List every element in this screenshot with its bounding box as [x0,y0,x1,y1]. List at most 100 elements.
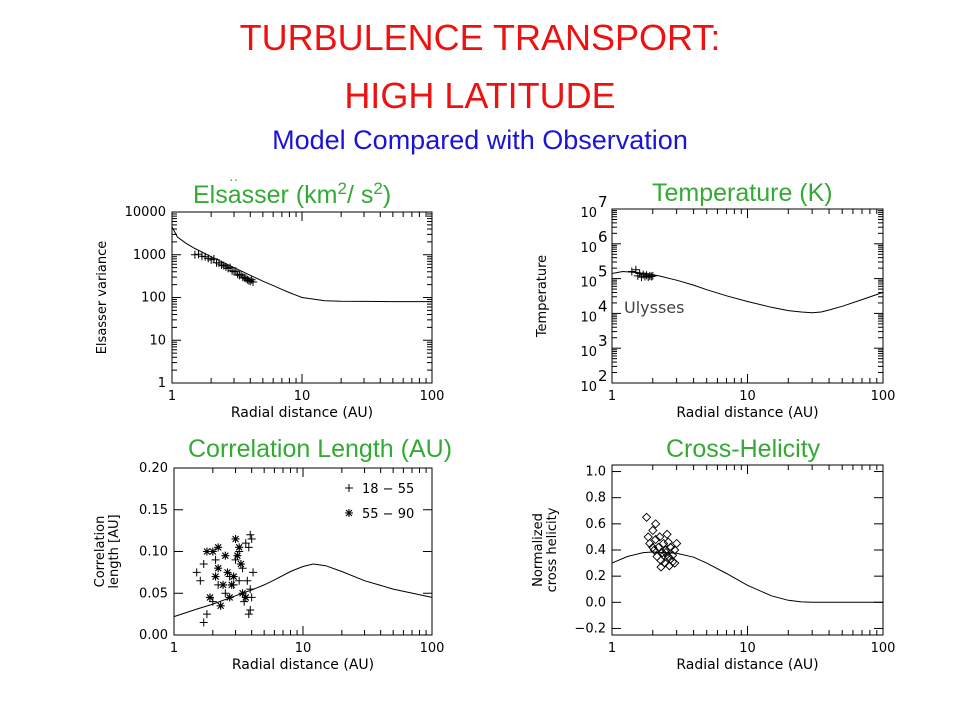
y-tick-label: 10 [580,310,597,325]
y-tick-label: 1 [158,376,166,391]
y-tick-label: 0.8 [585,491,606,506]
plus-marker [249,568,258,577]
x-tick-label: 1 [608,389,616,404]
plus-marker [202,610,211,619]
diamond-marker [662,529,672,539]
star-marker [214,564,223,573]
y-tick-exponent: 6 [598,228,608,246]
y-tick-label: 0.6 [585,517,606,532]
x-tick-label: 100 [871,389,896,404]
diamond-marker [648,542,658,553]
x-tick-label: 100 [871,641,896,656]
diamond-marker [667,557,678,567]
panel-title-elsasser: ·· Elsasser (km2/ s2) [193,171,392,209]
y-tick-label: 0.4 [585,543,606,558]
plus-marker [627,267,636,276]
plus-marker [247,534,256,543]
plus-marker [246,530,255,539]
legend-label: 18 − 55 [362,482,414,497]
model-curve [611,551,883,603]
plus-marker [235,271,244,280]
diamond-marker [657,547,667,558]
y-tick-label: 10 [580,345,597,360]
slide-title-line2: HIGH LATITUDE [344,75,616,116]
plus-marker [249,278,258,287]
plus-marker [226,263,235,272]
plus-marker [192,568,201,577]
plus-marker [233,270,242,279]
x-axis-label: Radial distance (AU) [676,657,818,673]
y-tick-label: 10 [580,241,597,256]
plus-marker [241,539,250,548]
star-marker [241,593,250,602]
star-marker [223,568,232,577]
panel-title-cross-helicity: Cross-Helicity [666,435,821,463]
star-marker [345,509,353,517]
y-tick-label: 10 [149,333,166,348]
y-axis-label: Temperature [535,255,550,338]
x-tick-label: 10 [739,389,756,404]
star-marker [236,560,245,569]
plus-marker [221,262,230,271]
star-marker [227,580,236,589]
x-tick-label: 1 [170,641,178,656]
x-tick-label: 100 [420,389,445,404]
plus-marker [642,271,651,280]
star-marker [208,547,217,556]
y-axis-label: Correlation [93,516,108,588]
umlaut-mark: ·· [229,171,239,187]
plus-marker [635,269,644,278]
model-curve [173,563,433,618]
y-tick-label: 10 [580,380,597,395]
y-tick-label: 0.10 [139,545,168,560]
y-tick-label: 10 [580,276,597,291]
y-axis-label: Normalized [531,513,546,587]
diamond-marker [651,519,661,529]
star-marker [235,543,244,552]
legend-label: 55 − 90 [362,507,414,522]
diamond-marker [658,538,669,549]
diamond-marker [643,532,653,542]
diamond-marker [670,545,680,555]
plot-frame [611,208,884,384]
y-tick-label: 0.00 [139,628,168,643]
diamond-marker [656,562,666,572]
x-tick-label: 1 [608,641,616,656]
plus-marker [639,270,648,279]
star-marker [231,534,240,543]
plus-marker [199,618,208,627]
star-marker [238,589,247,598]
y-tick-label: 0.20 [139,461,168,476]
y-tick-label: 100 [141,291,166,306]
star-marker [221,551,230,560]
chart-panel-1: 1 10 100 1 10 100 1000 10000 Radial distance (AU… [95,205,444,421]
x-axis-label: Radial distance (AU) [676,405,818,421]
plus-marker [345,484,353,492]
y-tick-label: −0.2 [574,621,606,636]
y-tick-exponent: 5 [598,263,608,281]
y-tick-exponent: 7 [598,193,608,211]
plus-marker [631,265,640,274]
chart-panel-4: 1 10 100 −0.2 0.0 0.2 0.4 0.6 0.8 1.0 Radial dista… [531,464,896,673]
plus-marker [246,585,255,594]
plus-marker [246,605,255,614]
model-curve [171,226,432,303]
diamond-marker [645,538,655,549]
star-marker [216,601,225,610]
chart-panel-3: 1 10 100 0.00 0.05 0.10 0.15 0.20 Radial distanc… [93,461,444,673]
slide-subtitle: Model Compared with Observation [272,125,688,155]
plus-marker [647,272,656,281]
x-axis-label: Radial distance (AU) [232,657,374,673]
plot-frame [611,464,884,636]
diamond-marker [641,512,652,522]
plus-marker [208,597,217,606]
plus-marker [648,271,657,280]
y-tick-exponent: 4 [598,297,608,315]
y-tick-label: 0.0 [585,595,606,610]
y-tick-exponent: 3 [598,332,608,350]
plus-marker [244,543,253,552]
diamond-marker [655,532,665,542]
x-tick-label: 1 [168,389,176,404]
